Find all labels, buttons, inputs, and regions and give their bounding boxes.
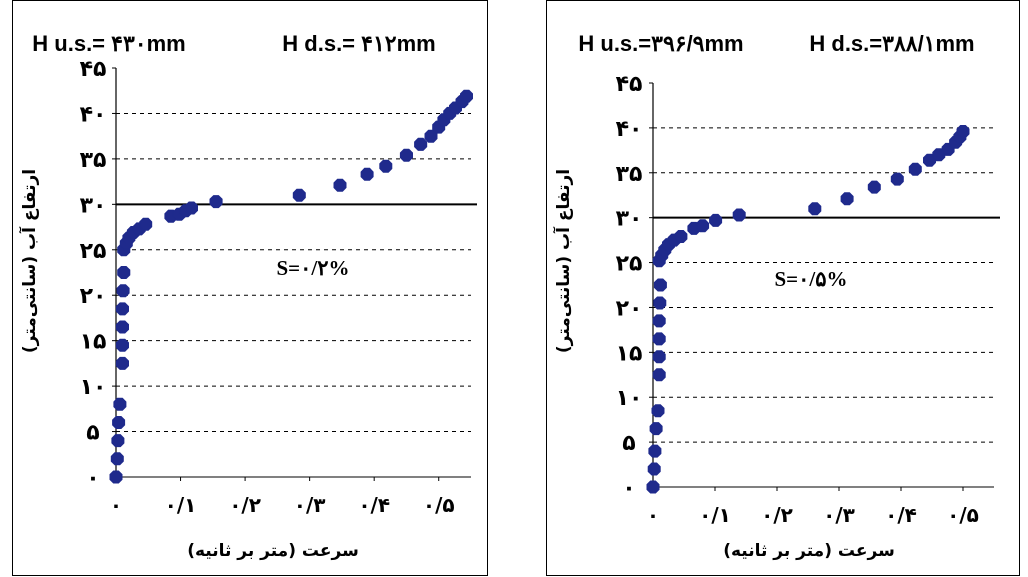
x-tick-label: ۰/۵	[947, 503, 979, 527]
data-point	[732, 208, 746, 222]
data-point	[867, 180, 881, 194]
data-point	[333, 178, 347, 192]
x-tick-label: ۰	[647, 503, 659, 527]
data-point	[115, 320, 129, 334]
y-tick-label: ۱۰	[616, 386, 643, 411]
data-point	[117, 266, 131, 279]
chart-left: ۰ ۵ ۱۰ ۱۵ ۲۰ ۲۵ ۳۰ ۳۵ ۴۰ ۴۵ ۰ ۰/۱ ۰/۲ ۰/۳ ۰/۴ ۰/۵ H u.s.…	[18, 31, 477, 561]
data-point	[379, 159, 393, 173]
data-point	[649, 422, 663, 436]
y-tick-label: ۰	[622, 476, 635, 501]
data-point	[646, 480, 660, 494]
data-point	[908, 162, 922, 176]
y-tick-label: ۰	[86, 466, 99, 491]
data-point	[647, 462, 661, 476]
y-tick-label: ۳۰	[80, 193, 107, 218]
y-tick-label: ۱۵	[80, 330, 107, 355]
x-tick-label: ۰/۲	[761, 503, 793, 527]
x-tick-label: ۰/۱	[165, 493, 197, 517]
y-axis-label: ارتفاع آب (سانتی‌متر)	[18, 169, 40, 353]
y-tick-label: ۳۰	[616, 207, 643, 232]
data-point	[808, 202, 822, 216]
x-axis-label: سرعت (متر بر ثانیه)	[187, 541, 359, 561]
y-tick-label: ۴۵	[80, 57, 107, 82]
data-point	[652, 368, 666, 382]
slope-annotation: S=۰/۵%	[774, 267, 847, 291]
y-tick-label: ۴۵	[616, 72, 643, 97]
data-point	[116, 284, 130, 298]
chart-panel-right: ۰ ۵ ۱۰ ۱۵ ۲۰ ۲۵ ۳۰ ۳۵ ۴۰ ۴۵ ۰ ۰/۱ ۰/۲ ۰/۳ ۰/۴ ۰/۵ H u.s.…	[546, 0, 1020, 576]
data-point	[652, 332, 666, 346]
data-point	[651, 404, 665, 418]
chart-right: ۰ ۵ ۱۰ ۱۵ ۲۰ ۲۵ ۳۰ ۳۵ ۴۰ ۴۵ ۰ ۰/۱ ۰/۲ ۰/۳ ۰/۴ ۰/۵ H u.s.…	[552, 31, 1000, 561]
data-point	[139, 217, 153, 231]
y-tick-label: ۲۰	[616, 296, 643, 321]
data-point	[360, 167, 374, 181]
slope-annotation: S=۰/۲%	[276, 256, 349, 280]
x-axis-label: سرعت (متر بر ثانیه)	[723, 541, 895, 561]
data-point	[709, 213, 723, 227]
data-point	[956, 125, 970, 138]
x-tick-label: ۰/۳	[294, 493, 326, 517]
data-point	[112, 416, 126, 429]
x-tick-label: ۰/۲	[229, 493, 261, 517]
x-tick-label: ۰/۱	[699, 503, 731, 527]
y-tick-label: ۳۵	[616, 162, 643, 187]
data-point	[113, 397, 127, 411]
x-tick-label: ۰/۴	[358, 493, 390, 517]
data-point	[115, 356, 129, 370]
y-tick-label: ۲۵	[616, 252, 643, 277]
data-point	[674, 230, 688, 243]
y-tick-label: ۱۵	[616, 341, 643, 366]
data-point	[115, 338, 129, 352]
chart-title-upstream: H u.s.= ۴۳۰mm	[32, 31, 185, 56]
data-point	[696, 219, 710, 233]
data-point	[653, 278, 667, 292]
chart-panel-left: ۰ ۵ ۱۰ ۱۵ ۲۰ ۲۵ ۳۰ ۳۵ ۴۰ ۴۵ ۰ ۰/۱ ۰/۲ ۰/۳ ۰/۴ ۰/۵ H u.s.…	[12, 0, 488, 576]
data-point	[652, 314, 666, 328]
chart-title-upstream: H u.s.=۳۹۶/۹mm	[578, 31, 743, 56]
y-tick-label: ۱۰	[80, 375, 107, 400]
data-point	[652, 350, 666, 364]
data-point	[109, 470, 123, 484]
data-point	[648, 444, 662, 458]
y-tick-label: ۳۵	[80, 148, 107, 173]
data-point	[110, 452, 124, 466]
y-tick-label: ۲۵	[80, 239, 107, 264]
data-point	[414, 137, 428, 151]
data-point	[292, 188, 306, 202]
y-tick-label: ۲۰	[80, 284, 107, 309]
data-point	[460, 89, 473, 103]
data-point	[653, 296, 667, 310]
x-tick-label: ۰	[110, 493, 122, 517]
x-tick-label: ۰/۳	[823, 503, 855, 527]
data-point	[111, 434, 125, 448]
y-tick-label: ۵	[86, 421, 99, 446]
y-axis-label: ارتفاع آب (سانتی‌متر)	[552, 169, 574, 353]
data-point	[185, 201, 198, 215]
chart-title-downstream: H d.s.=۳۸۸/۱mm	[809, 31, 974, 56]
chart-title-downstream: H d.s.= ۴۱۲mm	[282, 31, 435, 56]
y-tick-label: ۴۰	[80, 102, 107, 127]
data-point	[399, 148, 413, 162]
y-tick-label: ۵	[622, 431, 635, 456]
x-tick-label: ۰/۵	[423, 493, 455, 517]
x-tick-label: ۰/۴	[885, 503, 917, 527]
y-tick-label: ۴۰	[616, 117, 643, 142]
data-point	[115, 302, 129, 316]
data-point	[840, 192, 854, 206]
data-point	[890, 172, 904, 186]
data-point	[209, 195, 223, 209]
